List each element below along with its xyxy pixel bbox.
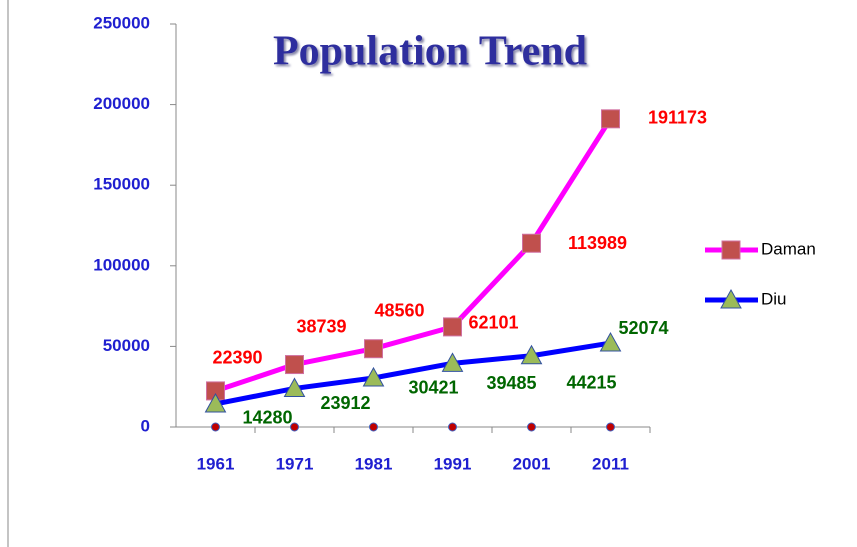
point: [364, 339, 383, 359]
line: [214, 117, 613, 394]
point: [527, 422, 536, 432]
value-label: 30421: [408, 378, 458, 398]
x-tick-label: 1971: [276, 454, 314, 473]
point: [443, 317, 462, 337]
value-label: 113989: [568, 233, 627, 253]
value-label: 62101: [468, 313, 518, 333]
value-label: 48560: [374, 300, 424, 320]
point: [441, 352, 464, 372]
point: [520, 344, 543, 365]
y-tick-label: 150000: [93, 175, 150, 194]
line: [215, 340, 611, 407]
point: [448, 422, 457, 432]
point: [606, 422, 615, 432]
point: [599, 332, 622, 352]
legend-label: Diu: [761, 289, 787, 308]
point: [204, 392, 227, 413]
x-tick-label: 1991: [434, 454, 472, 473]
x-tick-label: 2001: [513, 454, 551, 473]
point: [285, 355, 304, 375]
chart-title: Population Trend: [273, 29, 587, 75]
point: [283, 377, 306, 397]
value-label: 39485: [486, 373, 536, 393]
point: [601, 109, 620, 129]
value-label: 191173: [648, 108, 707, 128]
legend-label: Daman: [761, 239, 816, 258]
value-label: 38739: [296, 316, 346, 336]
value-label: 52074: [618, 318, 668, 338]
y-tick-label: 250000: [93, 13, 150, 32]
point: [721, 240, 741, 260]
value-label: 44215: [566, 372, 616, 392]
point: [522, 233, 541, 253]
value-label: 22390: [212, 348, 262, 368]
y-tick-label: 50000: [103, 336, 150, 355]
value-label: 23912: [320, 393, 370, 413]
x-tick-label: 1961: [197, 454, 235, 473]
y-tick-label: 0: [141, 416, 150, 435]
y-tick-label: 100000: [93, 255, 150, 274]
x-tick-label: 1981: [355, 454, 393, 473]
point: [290, 422, 299, 432]
value-label: 14280: [242, 408, 292, 428]
point: [720, 288, 742, 309]
point: [211, 422, 220, 432]
x-tick-label: 2011: [592, 454, 629, 473]
point: [369, 422, 378, 432]
point: [362, 366, 385, 387]
y-tick-label: 200000: [93, 94, 150, 113]
